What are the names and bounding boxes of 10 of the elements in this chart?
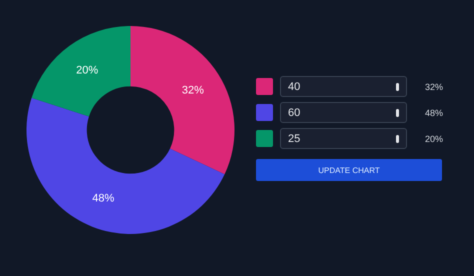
text: 48%: [425, 108, 444, 118]
data-label: 32%: [182, 84, 204, 96]
text: UPDATE CHART: [256, 159, 442, 181]
text: 60: [280, 102, 407, 123]
data-label: 20%: [76, 64, 98, 76]
text: 20%: [425, 134, 444, 144]
data-label: 48%: [92, 192, 115, 205]
text: 32%: [425, 82, 444, 92]
text: 25: [280, 128, 407, 149]
text: 40: [280, 76, 407, 97]
